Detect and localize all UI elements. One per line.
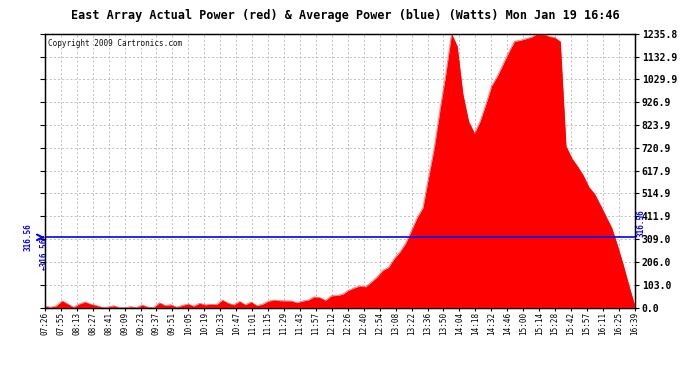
Text: 316.56: 316.56 [23,224,32,251]
Text: 316.56: 316.56 [636,210,645,237]
Text: East Array Actual Power (red) & Average Power (blue) (Watts) Mon Jan 19 16:46: East Array Actual Power (red) & Average … [70,9,620,21]
Text: ←316.56: ←316.56 [40,237,49,270]
Text: Copyright 2009 Cartronics.com: Copyright 2009 Cartronics.com [48,39,182,48]
